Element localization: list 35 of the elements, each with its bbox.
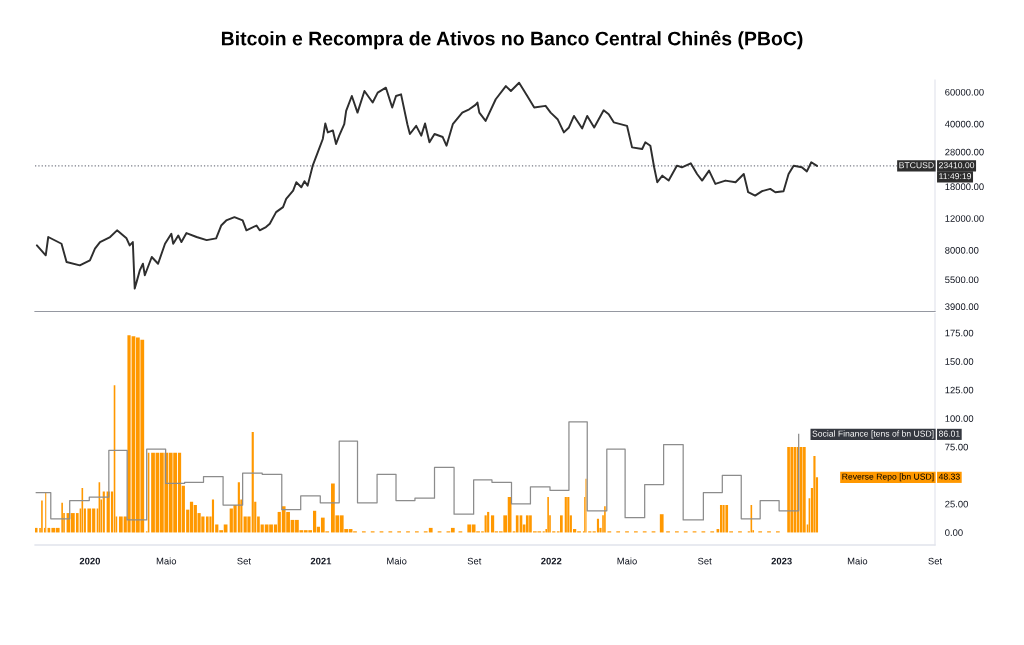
y-tick-label: 5500.00 xyxy=(945,276,979,284)
y-tick-label: 28000.00 xyxy=(945,148,984,156)
x-tick-label: 2023 xyxy=(771,557,792,565)
x-tick-label: Set xyxy=(697,557,712,565)
x-tick-label: Set xyxy=(928,557,943,565)
x-tick-label: Set xyxy=(467,557,482,565)
legend-label: Reverse Repo [bn USD] xyxy=(842,473,934,482)
x-tick-label: Maio xyxy=(617,557,637,565)
x-tick-label: 2021 xyxy=(310,557,332,565)
y-tick-label: 100.00 xyxy=(945,415,974,422)
x-tick-label: 2022 xyxy=(541,557,562,565)
y-tick-label: 175.00 xyxy=(945,329,974,337)
y-tick-label: 25.00 xyxy=(945,500,968,508)
y-tick-label: 75.00 xyxy=(945,443,968,451)
y-tick-label: 8000.00 xyxy=(945,246,979,254)
x-tick-label: Maio xyxy=(156,557,177,565)
y-tick-label: 40000.00 xyxy=(944,120,984,128)
x-tick-label: 2020 xyxy=(79,557,101,565)
y-tick-label: 0.00 xyxy=(945,529,963,536)
text: 86.01 xyxy=(938,430,960,437)
y-tick-label: 12000.00 xyxy=(945,215,984,222)
text: 48.33 xyxy=(938,473,960,480)
series-label: Social Finance [tens of bn USD] xyxy=(812,430,934,439)
ref-line-label: 23410.00 xyxy=(939,162,975,169)
y-tick-label: 3900.00 xyxy=(945,303,979,311)
x-tick-label: Maio xyxy=(387,557,407,565)
chart-title: Bitcoin e Recompra de Ativos no Banco Central Chinês (PBoC) xyxy=(221,30,803,50)
text: 11:49:19 xyxy=(939,173,972,180)
x-tick-label: Set xyxy=(237,557,251,565)
y-tick-label: 18000.00 xyxy=(945,183,984,191)
y-tick-label: 150.00 xyxy=(945,358,974,365)
x-tick-label: Maio xyxy=(847,557,868,565)
y-tick-label: 60000.00 xyxy=(945,88,984,96)
text: BTCUSD xyxy=(899,162,934,169)
y-tick-label: 125.00 xyxy=(945,386,974,394)
